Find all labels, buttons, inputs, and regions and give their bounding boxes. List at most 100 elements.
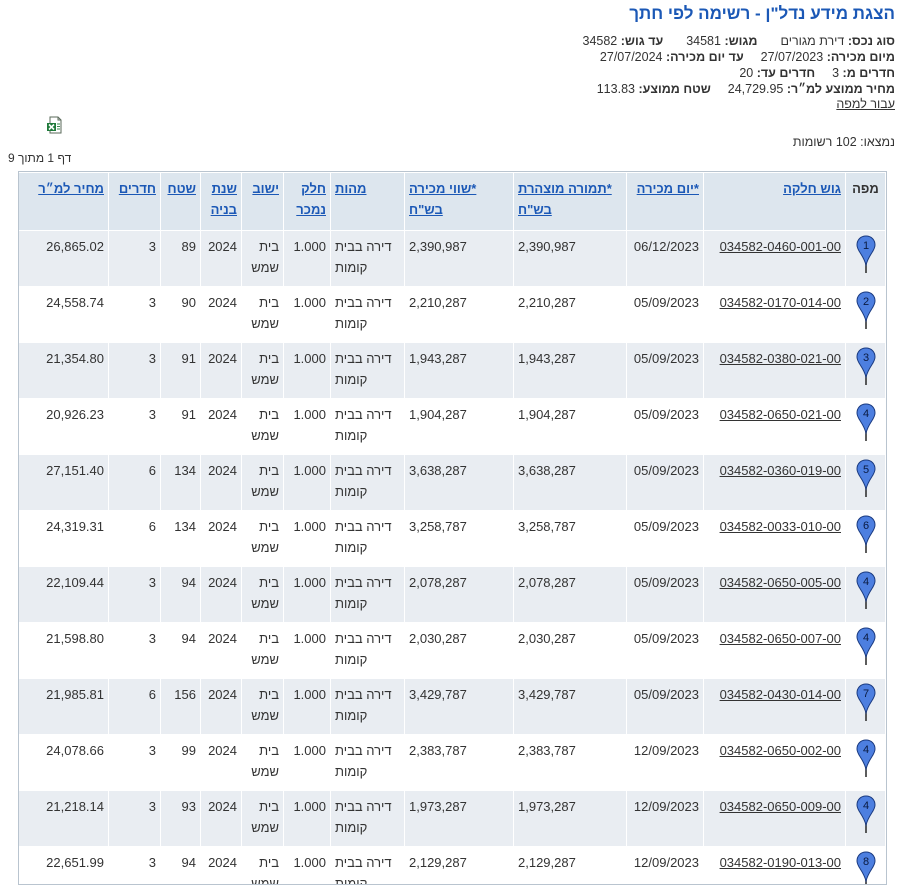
rooms-cell: 6	[108, 678, 161, 735]
sort-build-year[interactable]: שנת בניה	[210, 181, 237, 217]
rooms-to-label: חדרים עד:	[756, 66, 816, 80]
pin-number: 4	[862, 576, 868, 588]
map-pin-icon[interactable]: 5	[855, 459, 876, 499]
sort-rooms[interactable]: חדרים	[118, 181, 156, 196]
col-city: ישוב	[241, 172, 284, 231]
sale-value-cell: 2,390,987	[404, 230, 514, 287]
table-row: 1 034582-0460-001-00 06/12/2023 2,390,98…	[19, 230, 886, 287]
sale-value-cell: 1,904,287	[404, 398, 514, 455]
map-pin-icon[interactable]: 8	[855, 851, 876, 885]
avg-price-label: מחיר ממוצע למ״ר:	[786, 82, 895, 96]
sort-area[interactable]: שטח	[167, 181, 196, 196]
map-cell: 3	[845, 342, 886, 399]
area-cell: 90	[160, 286, 201, 343]
map-pin-icon[interactable]: 4	[855, 403, 876, 443]
block-link[interactable]: 034582-0650-005-00	[719, 575, 841, 590]
nature-cell: דירה בבית קומות	[330, 510, 405, 567]
block-link[interactable]: 034582-0360-019-00	[719, 463, 841, 478]
to-date-value: 27/07/2024	[599, 50, 663, 64]
map-pin-icon[interactable]: 4	[855, 627, 876, 667]
table-row: 8 034582-0190-013-00 12/09/2023 2,129,28…	[19, 846, 886, 885]
map-pin-icon[interactable]: 7	[855, 683, 876, 723]
area-cell: 99	[160, 734, 201, 791]
sale-date-cell: 05/09/2023	[626, 622, 704, 679]
city-cell: בית שמש	[241, 230, 284, 287]
area-cell: 91	[160, 398, 201, 455]
map-cell: 7	[845, 678, 886, 735]
price-sqm-cell: 21,354.80	[19, 342, 109, 399]
rooms-cell: 6	[108, 454, 161, 511]
go-to-map-link[interactable]: עבור למפה	[836, 97, 895, 111]
block-link[interactable]: 034582-0650-009-00	[719, 799, 841, 814]
block-link[interactable]: 034582-0650-002-00	[719, 743, 841, 758]
block-link[interactable]: 034582-0650-007-00	[719, 631, 841, 646]
sort-city[interactable]: ישוב	[252, 181, 279, 196]
build-year-cell: 2024	[200, 790, 242, 847]
nature-cell: דירה בבית קומות	[330, 734, 405, 791]
map-pin-icon[interactable]: 2	[855, 291, 876, 331]
part-sold-cell: 1.000	[283, 286, 331, 343]
map-cell: 4	[845, 734, 886, 791]
part-sold-cell: 1.000	[283, 398, 331, 455]
declared-cell: 2,030,287	[513, 622, 627, 679]
to-block-value: 34582	[582, 34, 618, 48]
declared-cell: 2,129,287	[513, 846, 627, 884]
build-year-cell: 2024	[200, 286, 242, 343]
map-cell: 1	[845, 230, 886, 287]
price-sqm-cell: 22,109.44	[19, 566, 109, 623]
block-link[interactable]: 034582-0033-010-00	[719, 519, 841, 534]
price-sqm-cell: 21,598.80	[19, 622, 109, 679]
sort-nature[interactable]: מהות	[335, 181, 367, 196]
city-cell: בית שמש	[241, 790, 284, 847]
city-cell: בית שמש	[241, 566, 284, 623]
map-pin-icon[interactable]: 3	[855, 347, 876, 387]
price-sqm-cell: 24,558.74	[19, 286, 109, 343]
map-pin-icon[interactable]: 4	[855, 571, 876, 611]
property-type-value: דירת מגורים	[780, 34, 845, 48]
sale-date-cell: 12/09/2023	[626, 846, 704, 884]
pin-number: 4	[862, 408, 868, 420]
sort-sale-date[interactable]: *יום מכירה	[636, 181, 699, 196]
rooms-cell: 3	[108, 622, 161, 679]
table-row: 4 034582-0650-005-00 05/09/2023 2,078,28…	[19, 566, 886, 623]
map-pin-icon[interactable]: 6	[855, 515, 876, 555]
sale-date-cell: 06/12/2023	[626, 230, 704, 287]
map-cell: 4	[845, 790, 886, 847]
nature-cell: דירה בבית קומות	[330, 622, 405, 679]
col-declared: *תמורה מוצהרת בש"ח	[513, 172, 627, 231]
sort-sale-value[interactable]: *שווי מכירה בש"ח	[409, 181, 477, 217]
part-sold-cell: 1.000	[283, 622, 331, 679]
build-year-cell: 2024	[200, 230, 242, 287]
sort-price-sqm[interactable]: מחיר למ״ר	[38, 181, 104, 196]
part-sold-cell: 1.000	[283, 678, 331, 735]
block-link[interactable]: 034582-0460-001-00	[719, 239, 841, 254]
block-link[interactable]: 034582-0190-013-00	[719, 855, 841, 870]
sort-part-sold[interactable]: חלק נמכר	[296, 181, 326, 217]
block-link[interactable]: 034582-0170-014-00	[719, 295, 841, 310]
block-link[interactable]: 034582-0380-021-00	[719, 351, 841, 366]
col-block: גוש חלקה	[703, 172, 846, 231]
block-link[interactable]: 034582-0650-021-00	[719, 407, 841, 422]
part-sold-cell: 1.000	[283, 846, 331, 884]
sort-block[interactable]: גוש חלקה	[783, 181, 841, 196]
sale-value-cell: 2,129,287	[404, 846, 514, 884]
rooms-cell: 3	[108, 846, 161, 884]
from-block-value: 34581	[686, 34, 721, 48]
map-pin-icon[interactable]: 4	[855, 795, 876, 835]
block-link[interactable]: 034582-0430-014-00	[719, 687, 841, 702]
declared-cell: 3,429,787	[513, 678, 627, 735]
price-sqm-cell: 20,926.23	[19, 398, 109, 455]
map-pin-icon[interactable]: 4	[855, 739, 876, 779]
part-sold-cell: 1.000	[283, 230, 331, 287]
excel-export-icon[interactable]	[46, 116, 64, 134]
sale-date-cell: 05/09/2023	[626, 286, 704, 343]
map-pin-icon[interactable]: 1	[855, 235, 876, 275]
results-table-container: מפה גוש חלקה *יום מכירה *תמורה מוצהרת בש…	[18, 171, 887, 885]
city-cell: בית שמש	[241, 286, 284, 343]
sort-declared[interactable]: *תמורה מוצהרת בש"ח	[518, 181, 612, 217]
page-indicator: דף 1 מתוך 9	[8, 151, 72, 165]
nature-cell: דירה בבית קומות	[330, 454, 405, 511]
price-sqm-cell: 21,218.14	[19, 790, 109, 847]
nature-cell: דירה בבית קומות	[330, 566, 405, 623]
records-count: נמצאו: 102 רשומות	[792, 135, 895, 149]
